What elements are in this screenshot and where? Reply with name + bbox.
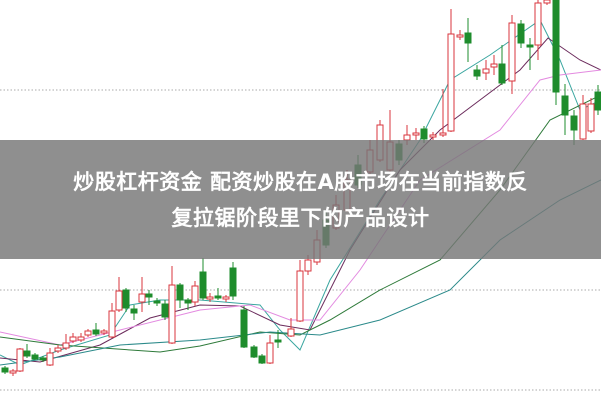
candle-body	[122, 289, 130, 309]
candle-body	[517, 23, 525, 44]
moving-average-line-2	[0, 37, 601, 363]
candle-body	[552, 0, 560, 93]
candle-body	[420, 128, 428, 140]
candle-body	[184, 299, 192, 304]
candle-body	[579, 103, 587, 140]
candle-body	[138, 293, 146, 303]
candle-body	[250, 346, 258, 358]
candle-body	[240, 309, 248, 348]
candle-body	[9, 370, 17, 374]
headline-overlay: 炒股杠杆资金 配资炒股在A股市场在当前指数反 复拉锯阶段里下的产品设计	[0, 140, 601, 259]
candle-body	[153, 300, 161, 304]
candle-body	[570, 115, 578, 131]
headline-line-2: 复拉锯阶段里下的产品设计	[171, 205, 430, 230]
candle-body	[464, 32, 472, 44]
candle-body	[274, 339, 282, 343]
candle-body	[526, 44, 534, 48]
candle-body	[1, 367, 9, 373]
moving-average-line-3	[0, 69, 601, 346]
candle-body	[191, 285, 199, 303]
candle-body	[62, 342, 70, 349]
candle-body	[23, 350, 31, 357]
headline-line-1: 炒股杠杆资金 配资炒股在A股市场在当前指数反	[73, 169, 528, 194]
candle-body	[168, 284, 176, 344]
candle-body	[54, 347, 62, 352]
candle-body	[108, 310, 116, 338]
candle-body	[214, 295, 222, 299]
candle-body	[206, 296, 214, 300]
candle-body	[594, 91, 601, 111]
candle-body	[176, 284, 184, 301]
candle-body	[258, 355, 266, 364]
candle-body	[473, 69, 481, 77]
candle-body	[199, 271, 207, 299]
candle-body	[429, 134, 437, 138]
candle-body	[490, 63, 498, 68]
candle-body	[482, 68, 490, 74]
candle-body	[439, 132, 447, 136]
candle-body	[145, 293, 153, 298]
candle-body	[84, 330, 92, 336]
candle-body	[447, 33, 455, 132]
candle-body	[100, 330, 108, 334]
candle-body	[77, 336, 85, 341]
candle-body	[222, 296, 230, 300]
candle-body	[39, 357, 47, 361]
candle-body	[561, 95, 569, 116]
candle-body	[229, 267, 237, 297]
candle-body	[266, 342, 274, 364]
candle-body	[115, 290, 123, 311]
candle-body	[31, 354, 39, 360]
candle-body	[46, 352, 54, 366]
candle-body	[456, 34, 464, 38]
candle-body	[543, 0, 551, 4]
candle-body	[287, 328, 295, 337]
candle-body	[161, 303, 169, 318]
candle-body	[304, 259, 312, 272]
candle-body	[16, 348, 24, 372]
candle-body	[534, 2, 542, 46]
candle-body	[587, 103, 595, 132]
candle-body	[69, 336, 77, 342]
candle-body	[130, 308, 138, 314]
candle-body	[296, 270, 304, 322]
candle-body	[92, 329, 100, 335]
candle-body	[508, 22, 516, 82]
candle-body	[498, 63, 506, 84]
candle-body	[412, 132, 420, 136]
